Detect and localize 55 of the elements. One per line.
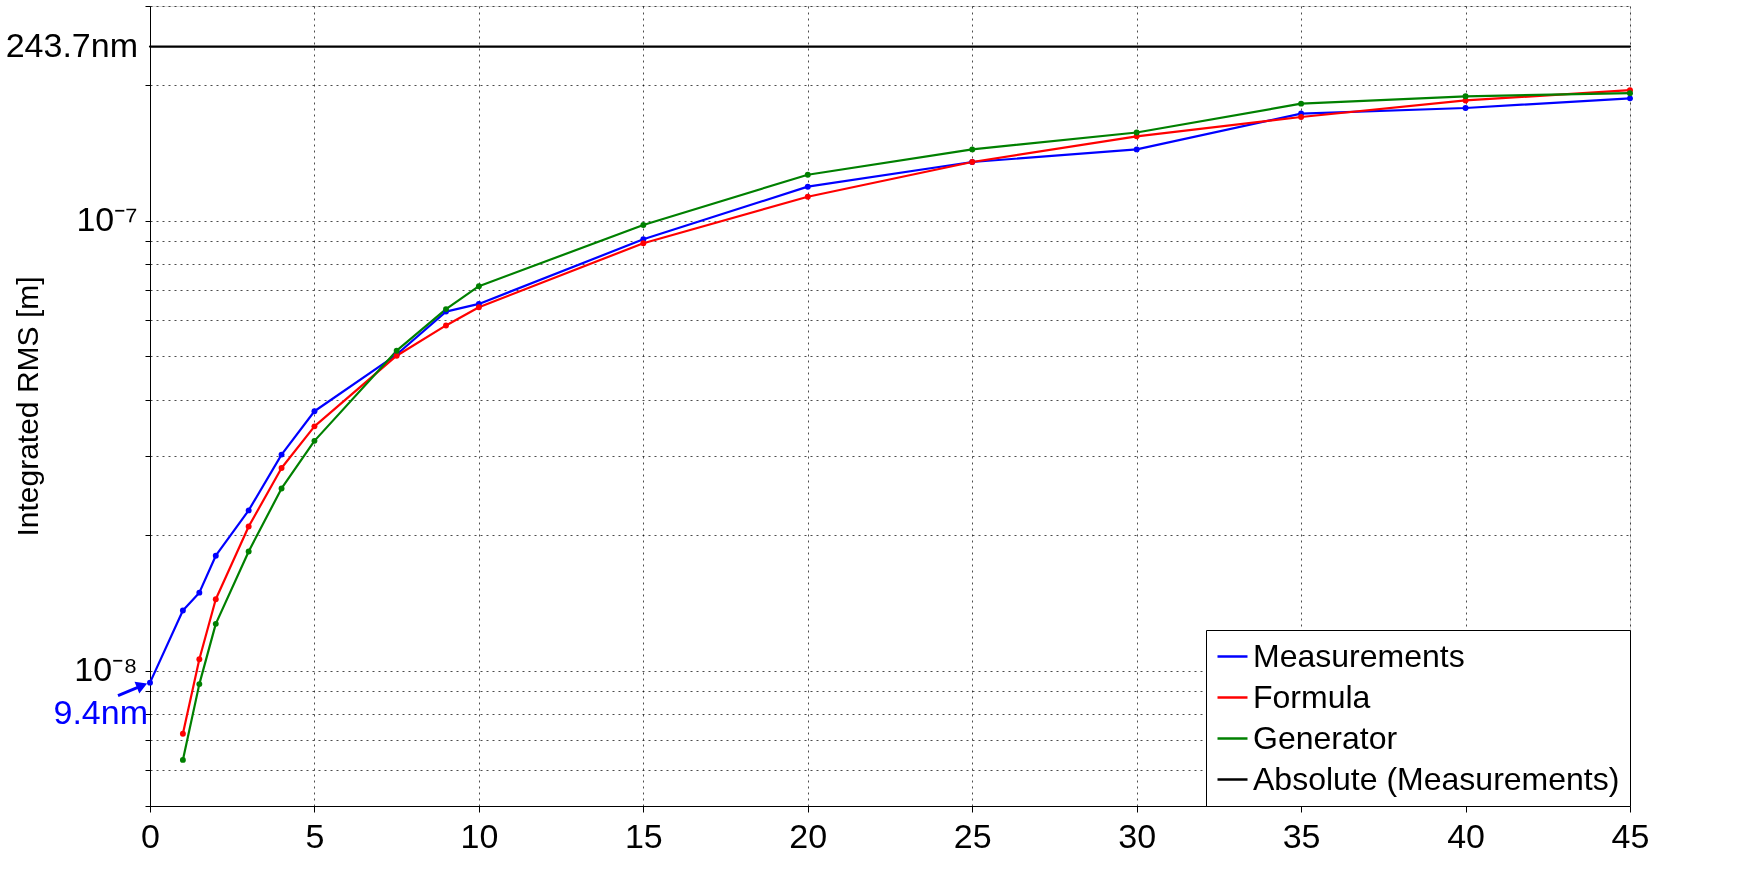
point bbox=[311, 408, 318, 415]
x-tick-label: 25 bbox=[953, 816, 992, 855]
x-tick-label: 20 bbox=[789, 816, 828, 855]
point bbox=[196, 589, 203, 596]
point bbox=[804, 183, 811, 190]
y-tick-label: 10⁻⁸ bbox=[74, 650, 138, 689]
point bbox=[1298, 114, 1305, 120]
point bbox=[278, 465, 285, 471]
x-tick-label: 15 bbox=[624, 816, 663, 855]
legend-label: Measurements bbox=[1253, 637, 1465, 674]
x-tick-label: 40 bbox=[1447, 816, 1485, 855]
point bbox=[1133, 129, 1140, 136]
x-tick-label: 0 bbox=[141, 816, 160, 855]
x-tick-label: 30 bbox=[1118, 816, 1157, 855]
point bbox=[278, 451, 285, 458]
x-tick-label: 10 bbox=[460, 816, 499, 855]
point bbox=[196, 681, 203, 688]
legend-label: Formula bbox=[1253, 678, 1371, 715]
y-tick-label: 10⁻⁷ bbox=[76, 200, 138, 239]
point bbox=[245, 507, 252, 514]
point bbox=[804, 171, 811, 178]
point bbox=[1462, 93, 1469, 100]
point bbox=[475, 283, 482, 290]
point bbox=[475, 304, 482, 311]
point bbox=[179, 756, 186, 763]
point bbox=[278, 485, 285, 492]
point bbox=[245, 523, 252, 530]
point bbox=[212, 552, 219, 559]
point bbox=[1133, 146, 1140, 153]
point bbox=[1298, 100, 1305, 107]
point bbox=[311, 437, 318, 444]
annotation: 9.4nm bbox=[53, 692, 148, 731]
point bbox=[245, 548, 252, 555]
point bbox=[969, 146, 976, 153]
text: 243.7nm bbox=[5, 25, 138, 64]
legend-label: Generator bbox=[1253, 719, 1398, 756]
point bbox=[804, 193, 811, 200]
point bbox=[640, 240, 647, 247]
point bbox=[1462, 105, 1469, 111]
point bbox=[212, 620, 219, 627]
point bbox=[212, 596, 219, 603]
point bbox=[196, 656, 203, 663]
point bbox=[393, 347, 400, 354]
point bbox=[179, 607, 186, 614]
point bbox=[443, 322, 449, 329]
legend-label: Absolute (Measurements) bbox=[1253, 760, 1620, 797]
x-tick-label: 35 bbox=[1282, 816, 1321, 855]
point bbox=[1627, 95, 1633, 102]
x-tick-label: 45 bbox=[1611, 816, 1650, 855]
point bbox=[179, 730, 186, 737]
point bbox=[147, 679, 153, 686]
x-tick-label: 5 bbox=[305, 816, 325, 855]
point bbox=[640, 222, 647, 228]
y-axis-title: Integrated RMS [m] bbox=[11, 276, 45, 537]
point bbox=[311, 423, 318, 430]
